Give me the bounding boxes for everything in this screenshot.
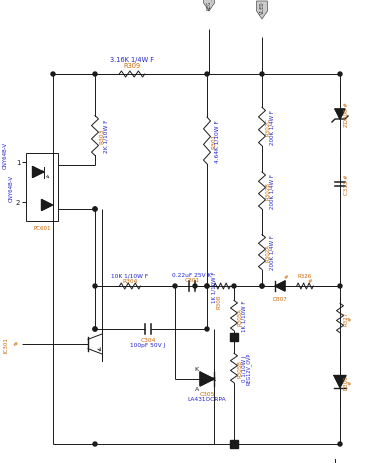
Circle shape: [93, 73, 97, 77]
Circle shape: [93, 327, 97, 332]
Circle shape: [93, 442, 97, 446]
Text: R303: R303: [99, 129, 104, 144]
Bar: [230, 440, 238, 448]
Text: R: R: [211, 377, 215, 382]
Circle shape: [232, 284, 236, 288]
Text: VLED: VLED: [259, 1, 265, 13]
Polygon shape: [275, 282, 285, 291]
Polygon shape: [335, 110, 345, 120]
Text: REG12V_OVP: REG12V_OVP: [246, 352, 252, 384]
Text: R327: R327: [344, 311, 349, 325]
Circle shape: [51, 73, 55, 77]
Text: #: #: [308, 278, 312, 283]
Circle shape: [338, 73, 342, 77]
Polygon shape: [204, 0, 214, 12]
Text: C305: C305: [199, 391, 215, 396]
Text: 200K 1/4W F: 200K 1/4W F: [270, 235, 275, 270]
Circle shape: [338, 442, 342, 446]
Circle shape: [232, 442, 236, 446]
Polygon shape: [200, 372, 214, 386]
Text: R305A: R305A: [238, 307, 243, 325]
Circle shape: [338, 284, 342, 288]
Circle shape: [93, 327, 97, 332]
Text: #: #: [348, 316, 353, 320]
Text: 2: 2: [16, 200, 20, 206]
Text: IC301: IC301: [3, 336, 8, 352]
Text: LA431OCRPA: LA431OCRPA: [188, 396, 226, 401]
Polygon shape: [33, 167, 43, 178]
Circle shape: [260, 284, 264, 288]
Text: R308: R308: [217, 294, 221, 308]
Circle shape: [260, 73, 264, 77]
Text: 3.16K 1/4W F: 3.16K 1/4W F: [110, 57, 154, 63]
Text: 4.64K 1/10W F: 4.64K 1/10W F: [215, 120, 220, 163]
Text: R305B: R305B: [238, 359, 243, 377]
Polygon shape: [256, 2, 267, 20]
Text: 10K 1/10W F: 10K 1/10W F: [111, 274, 148, 278]
Text: 1K 1/10W F: 1K 1/10W F: [242, 300, 247, 332]
Text: 200K 1/4W F: 200K 1/4W F: [270, 174, 275, 208]
Text: PC601: PC601: [33, 225, 51, 231]
Text: R302B: R302B: [266, 182, 271, 200]
Text: 200K 1/4W F: 200K 1/4W F: [270, 110, 275, 144]
Text: C304: C304: [140, 337, 156, 342]
Circle shape: [93, 207, 97, 212]
Circle shape: [193, 284, 197, 288]
Circle shape: [205, 284, 209, 288]
Polygon shape: [334, 375, 346, 388]
Circle shape: [93, 207, 97, 212]
Text: REG_12V: REG_12V: [206, 0, 212, 10]
Text: 100pF 50V J: 100pF 50V J: [130, 342, 165, 347]
Text: C301: C301: [184, 277, 200, 282]
Circle shape: [93, 284, 97, 288]
Circle shape: [173, 284, 177, 288]
Text: CNY64B-V: CNY64B-V: [3, 141, 7, 168]
Text: 0.22uF 25V K: 0.22uF 25V K: [172, 272, 212, 277]
Bar: [26, 154, 58, 221]
Text: #: #: [348, 379, 353, 384]
Text: 2K 1/10W F: 2K 1/10W F: [103, 119, 108, 153]
Text: C313 #: C313 #: [344, 174, 349, 195]
Text: R326: R326: [298, 274, 312, 278]
Circle shape: [205, 284, 209, 288]
Text: A: A: [195, 387, 199, 392]
Text: R301: R301: [211, 134, 216, 149]
Text: 1K 1/10W F: 1K 1/10W F: [211, 271, 217, 302]
Text: CNY64B-V: CNY64B-V: [9, 174, 13, 201]
Text: 0 1/10W J: 0 1/10W J: [242, 355, 247, 382]
Text: R302C: R302C: [266, 118, 271, 136]
Text: R304: R304: [122, 278, 138, 283]
Circle shape: [205, 73, 209, 77]
Circle shape: [205, 327, 209, 332]
Text: #: #: [13, 342, 18, 347]
Text: D307: D307: [273, 296, 288, 301]
Text: K: K: [195, 367, 199, 372]
Text: R302A: R302A: [266, 244, 271, 262]
Text: #: #: [284, 275, 288, 279]
Polygon shape: [42, 200, 53, 211]
Circle shape: [260, 284, 264, 288]
Bar: [230, 333, 238, 341]
Text: ZD300 #: ZD300 #: [344, 102, 349, 127]
Text: 1: 1: [16, 160, 20, 166]
Text: R309: R309: [124, 63, 141, 69]
Text: D300: D300: [344, 374, 349, 389]
